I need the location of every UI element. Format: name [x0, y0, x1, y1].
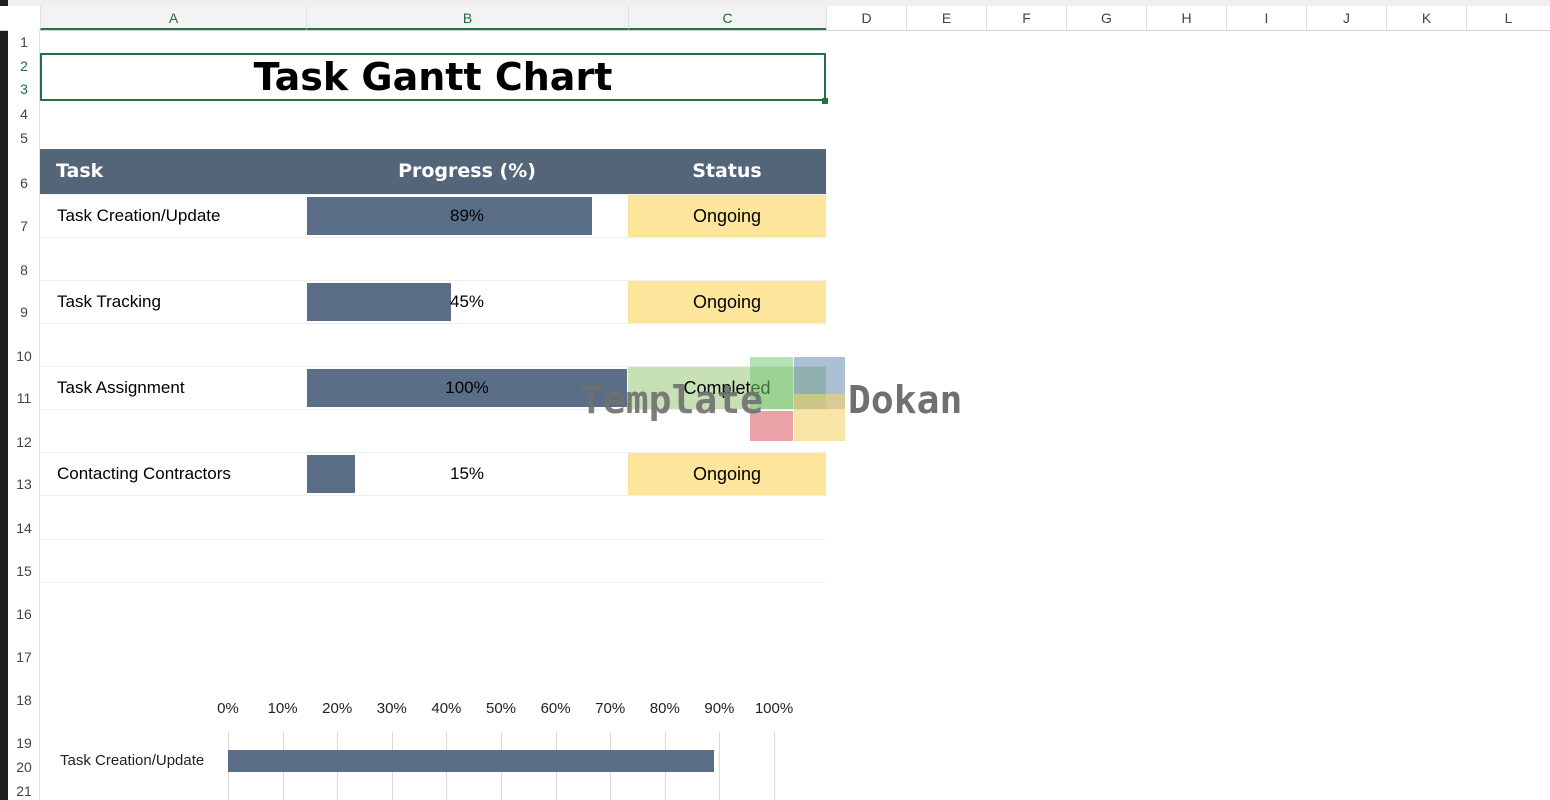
- watermark-text-left: Template: [580, 378, 764, 422]
- row-header-6[interactable]: 6: [20, 175, 28, 191]
- row-header-strip: [8, 30, 40, 800]
- progress-label: 100%: [445, 378, 489, 397]
- column-header-b[interactable]: B: [306, 6, 628, 30]
- column-header-f[interactable]: F: [986, 6, 1066, 30]
- progress-label: 89%: [449, 206, 485, 225]
- row-header-12[interactable]: 12: [16, 434, 32, 450]
- row-header-8[interactable]: 8: [20, 262, 28, 278]
- status-badge: Completed: [628, 367, 826, 409]
- selected-cell-range[interactable]: [40, 53, 826, 101]
- x-tick-label: 0%: [217, 700, 239, 717]
- row-header-11[interactable]: 11: [16, 390, 32, 406]
- category-label: Task Creation/Update: [60, 752, 205, 769]
- top-band: [0, 0, 1550, 6]
- column-header-d[interactable]: D: [826, 6, 906, 30]
- status-column-header: Status: [692, 160, 762, 182]
- row-divider: [40, 495, 826, 496]
- row-divider: [40, 539, 826, 540]
- row-header-16[interactable]: 16: [16, 606, 32, 622]
- x-tick-label: 90%: [704, 700, 735, 717]
- row-header-4[interactable]: 4: [20, 106, 28, 122]
- progress-bar: 100%: [307, 369, 627, 407]
- row-header-13[interactable]: 13: [16, 476, 32, 492]
- row-header-7[interactable]: 7: [20, 218, 28, 234]
- table-header: Task Progress (%) Status: [40, 149, 826, 194]
- gridline: [719, 732, 721, 800]
- progress-fill: [307, 455, 355, 493]
- x-tick-label: 50%: [485, 700, 517, 717]
- x-tick-label: 20%: [322, 700, 353, 717]
- task-name: Task Creation/Update: [57, 206, 221, 225]
- task-name: Task Tracking: [57, 292, 161, 311]
- row-divider: [40, 237, 826, 238]
- row-header-14[interactable]: 14: [16, 520, 32, 536]
- row-header-10[interactable]: 10: [16, 348, 32, 364]
- fill-handle[interactable]: [822, 98, 828, 104]
- row-header-20[interactable]: 20: [16, 759, 32, 775]
- row-header-9[interactable]: 9: [20, 304, 28, 320]
- row-header-17[interactable]: 17: [16, 649, 32, 665]
- column-header-g[interactable]: G: [1066, 6, 1146, 30]
- task-name: Contacting Contractors: [57, 464, 231, 483]
- gridline: [774, 732, 775, 800]
- row-header-2[interactable]: 2: [20, 58, 28, 74]
- watermark-square-yellow: [794, 394, 845, 441]
- progress-column-header: Progress (%): [398, 160, 536, 182]
- row-divider: [40, 323, 826, 324]
- x-tick-label: 100%: [754, 700, 794, 717]
- row-header-19[interactable]: 19: [16, 735, 32, 751]
- status-badge: Ongoing: [628, 281, 826, 323]
- progress-fill: [307, 197, 592, 235]
- row-header-15[interactable]: 15: [16, 563, 32, 579]
- progress-fill: [307, 369, 627, 407]
- row-divider: [40, 582, 826, 583]
- x-tick-label: 30%: [376, 700, 407, 717]
- row-header-18[interactable]: 18: [16, 692, 32, 708]
- column-header-c[interactable]: C: [628, 6, 826, 30]
- row-divider: [40, 452, 826, 453]
- x-tick-label: 80%: [649, 700, 680, 717]
- x-tick-label: 40%: [431, 700, 462, 717]
- x-tick-label: 10%: [267, 700, 298, 717]
- progress-label: 45%: [449, 292, 485, 311]
- column-header-i[interactable]: I: [1226, 6, 1306, 30]
- watermark-text-right: Dokan: [848, 378, 963, 422]
- task-name: Task Assignment: [57, 378, 185, 397]
- progress-label: 15%: [449, 464, 485, 483]
- row-header-5[interactable]: 5: [20, 130, 28, 146]
- sheet-title: Task Gantt Chart: [253, 55, 613, 99]
- task-column-header: Task: [56, 160, 104, 182]
- column-header-h[interactable]: H: [1146, 6, 1226, 30]
- row-divider: [40, 194, 826, 195]
- x-tick-label: 60%: [540, 700, 571, 717]
- column-header-l[interactable]: L: [1466, 6, 1550, 30]
- watermark-square-red: [750, 411, 793, 441]
- row-header-3[interactable]: 3: [20, 81, 28, 97]
- row-divider: [40, 366, 826, 367]
- column-header-j[interactable]: J: [1306, 6, 1386, 30]
- status-badge: Ongoing: [628, 453, 826, 495]
- row-header-21[interactable]: 21: [16, 783, 32, 799]
- x-tick-label: 70%: [595, 700, 626, 717]
- column-header-a[interactable]: A: [40, 6, 306, 30]
- row-divider: [40, 409, 826, 410]
- status-badge: Ongoing: [628, 195, 826, 237]
- progress-bar: 45%: [307, 283, 627, 321]
- row-header-1[interactable]: 1: [20, 34, 28, 50]
- progress-bar: 89%: [307, 197, 627, 235]
- watermark-square-green: [750, 357, 793, 409]
- row-divider: [40, 280, 826, 281]
- window-edge: [0, 0, 8, 800]
- progress-bar: 15%: [307, 455, 627, 493]
- gantt-bar: [228, 750, 714, 772]
- column-header-k[interactable]: K: [1386, 6, 1466, 30]
- progress-fill: [307, 283, 451, 321]
- column-header-e[interactable]: E: [906, 6, 986, 30]
